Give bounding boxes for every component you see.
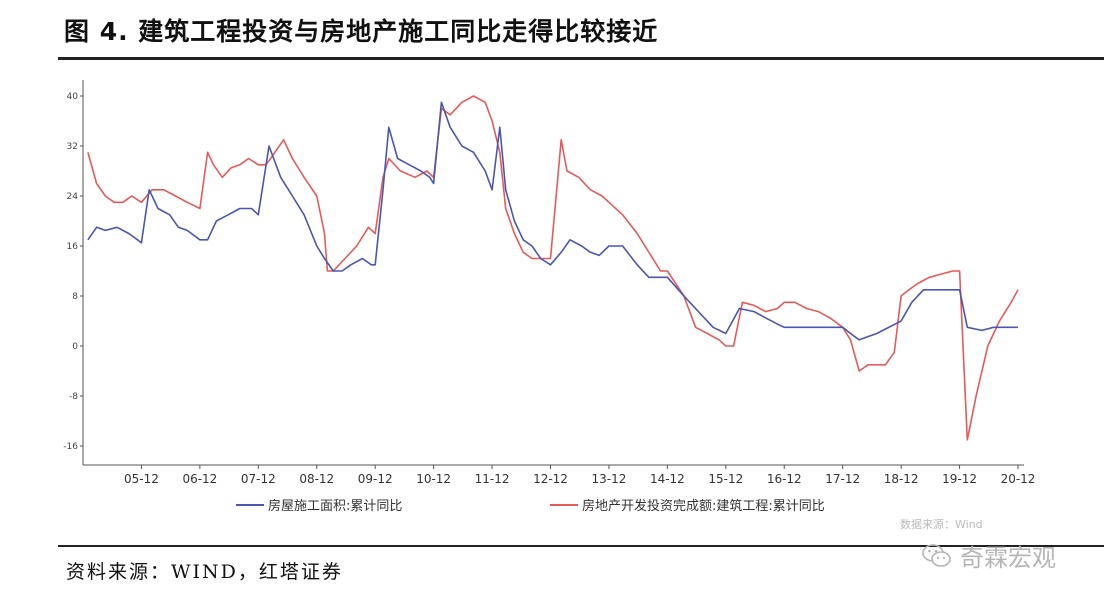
x-tick-label: 15-12: [708, 472, 743, 486]
series-lines: [87, 95, 1019, 441]
title-divider: [58, 57, 1104, 60]
x-tick-label: 16-12: [767, 472, 802, 486]
legend-label: 房地产开发投资完成额:建筑工程:累计同比: [582, 498, 825, 514]
x-tick-label: 14-12: [650, 472, 685, 486]
chart-axes: [82, 80, 1024, 466]
x-tick-label: 07-12: [241, 472, 276, 486]
y-tick-label: 16: [67, 242, 79, 252]
data-source-note: 数据来源：Wind: [900, 518, 983, 531]
y-tick-label: 8: [72, 292, 78, 302]
series-line-2: [87, 95, 1019, 441]
x-tick-label: 08-12: [299, 472, 334, 486]
source-note: 资料来源：WIND，红塔证券: [66, 561, 343, 583]
y-tick-label: -8: [69, 392, 78, 402]
footer-divider: [58, 545, 1104, 547]
x-tick-label: 19-12: [942, 472, 977, 486]
y-tick-label: 40: [67, 92, 79, 102]
y-tick-label: -16: [63, 442, 78, 452]
x-tick-label: 12-12: [533, 472, 568, 486]
x-axis-ticks: 05-12 06-12 07-12 08-12 09-12 10-12 11-12 12-12…: [124, 465, 1035, 486]
x-tick-label: 20-12: [1001, 472, 1036, 486]
watermark: 奇霖宏观: [922, 538, 1056, 573]
page-title: 图 4. 建筑工程投资与房地产施工同比走得比较接近: [64, 17, 659, 46]
x-tick-label: 18-12: [884, 472, 919, 486]
y-tick-label: 24: [67, 192, 79, 202]
y-tick-label: 0: [72, 342, 78, 352]
chart-legend: 房屋施工面积:累计同比 房地产开发投资完成额:建筑工程:累计同比: [236, 498, 825, 514]
x-tick-label: 13-12: [592, 472, 627, 486]
x-tick-label: 11-12: [475, 472, 510, 486]
x-tick-label: 06-12: [182, 472, 217, 486]
watermark-text: 奇霖宏观: [960, 544, 1056, 572]
y-axis-ticks: 40 32 24 16 8 0 -8 -16: [63, 92, 83, 452]
x-tick-label: 17-12: [825, 472, 860, 486]
legend-label: 房屋施工面积:累计同比: [268, 498, 402, 514]
x-tick-label: 09-12: [358, 472, 393, 486]
series-line-1: [87, 101, 1018, 341]
x-tick-label: 05-12: [124, 472, 159, 486]
y-tick-label: 32: [67, 142, 78, 152]
wechat-icon: [922, 543, 951, 567]
x-tick-label: 10-12: [416, 472, 451, 486]
